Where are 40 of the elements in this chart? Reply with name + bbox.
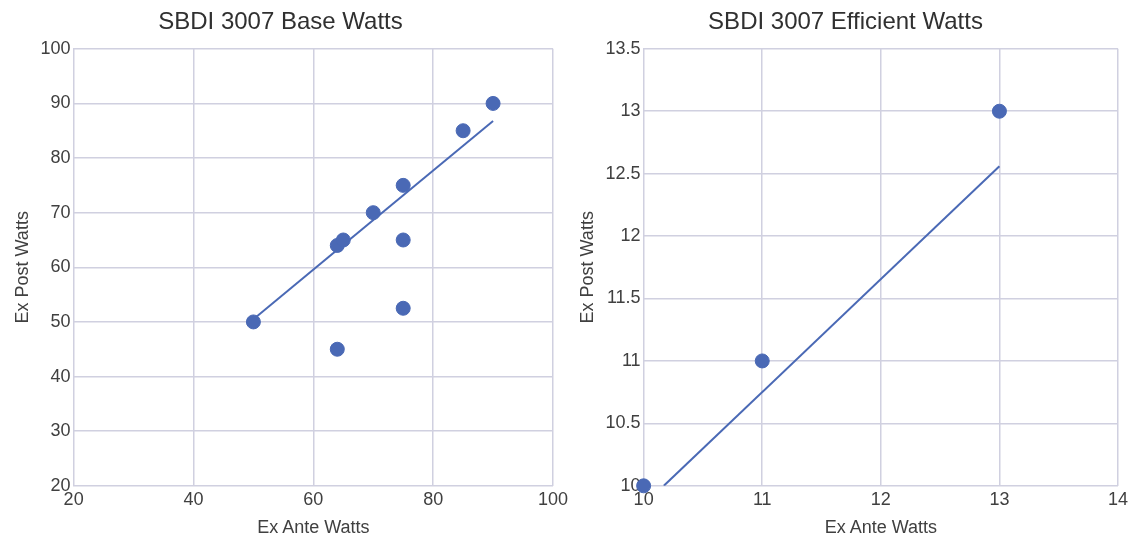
y-axis-title: Ex Post Watts: [11, 211, 32, 324]
y-tick-label: 80: [50, 147, 71, 168]
x-tick-label: 40: [183, 488, 204, 509]
x-tick-label: 80: [423, 488, 444, 509]
y-tick-label: 11.5: [606, 287, 641, 308]
x-axis-title: Ex Ante Watts: [824, 517, 938, 538]
point: [245, 314, 261, 330]
x-tick-label: 100: [537, 488, 569, 509]
point: [395, 232, 411, 248]
y-tick-label: 12.5: [605, 162, 641, 183]
x-tick-label: 14: [1107, 488, 1129, 509]
y-tick-label: 10.5: [605, 412, 641, 433]
x-tick-label: 11: [752, 488, 772, 509]
point: [991, 103, 1007, 119]
point: [395, 177, 411, 193]
chart-title: SBDI 3007 Efficient Watts: [708, 7, 983, 35]
chart-title: SBDI 3007 Base Watts: [158, 7, 403, 35]
y-tick-label: 12: [620, 225, 641, 246]
x-tick-label: 12: [870, 488, 891, 509]
point: [455, 123, 471, 139]
point: [395, 300, 411, 316]
y-tick-label: 70: [50, 201, 71, 222]
y-tick-label: 100: [40, 37, 71, 58]
point: [754, 353, 770, 369]
y-tick-label: 40: [50, 365, 71, 386]
y-tick-label: 13: [620, 100, 641, 121]
x-axis-title: Ex Ante Watts: [257, 517, 370, 538]
y-tick-label: 60: [50, 256, 71, 277]
x-tick-label: 60: [303, 488, 324, 509]
point: [335, 232, 351, 248]
y-tick-label: 90: [50, 92, 71, 113]
y-tick-label: 50: [50, 310, 71, 331]
x-tick-label: 13: [989, 488, 1010, 509]
y-tick-label: 11: [621, 349, 641, 370]
y-tick-label: 30: [50, 420, 71, 441]
y-axis-title: Ex Post Watts: [576, 211, 597, 324]
point: [329, 341, 345, 357]
point: [365, 205, 381, 221]
y-tick-label: 13.5: [605, 37, 641, 58]
point: [485, 95, 501, 111]
